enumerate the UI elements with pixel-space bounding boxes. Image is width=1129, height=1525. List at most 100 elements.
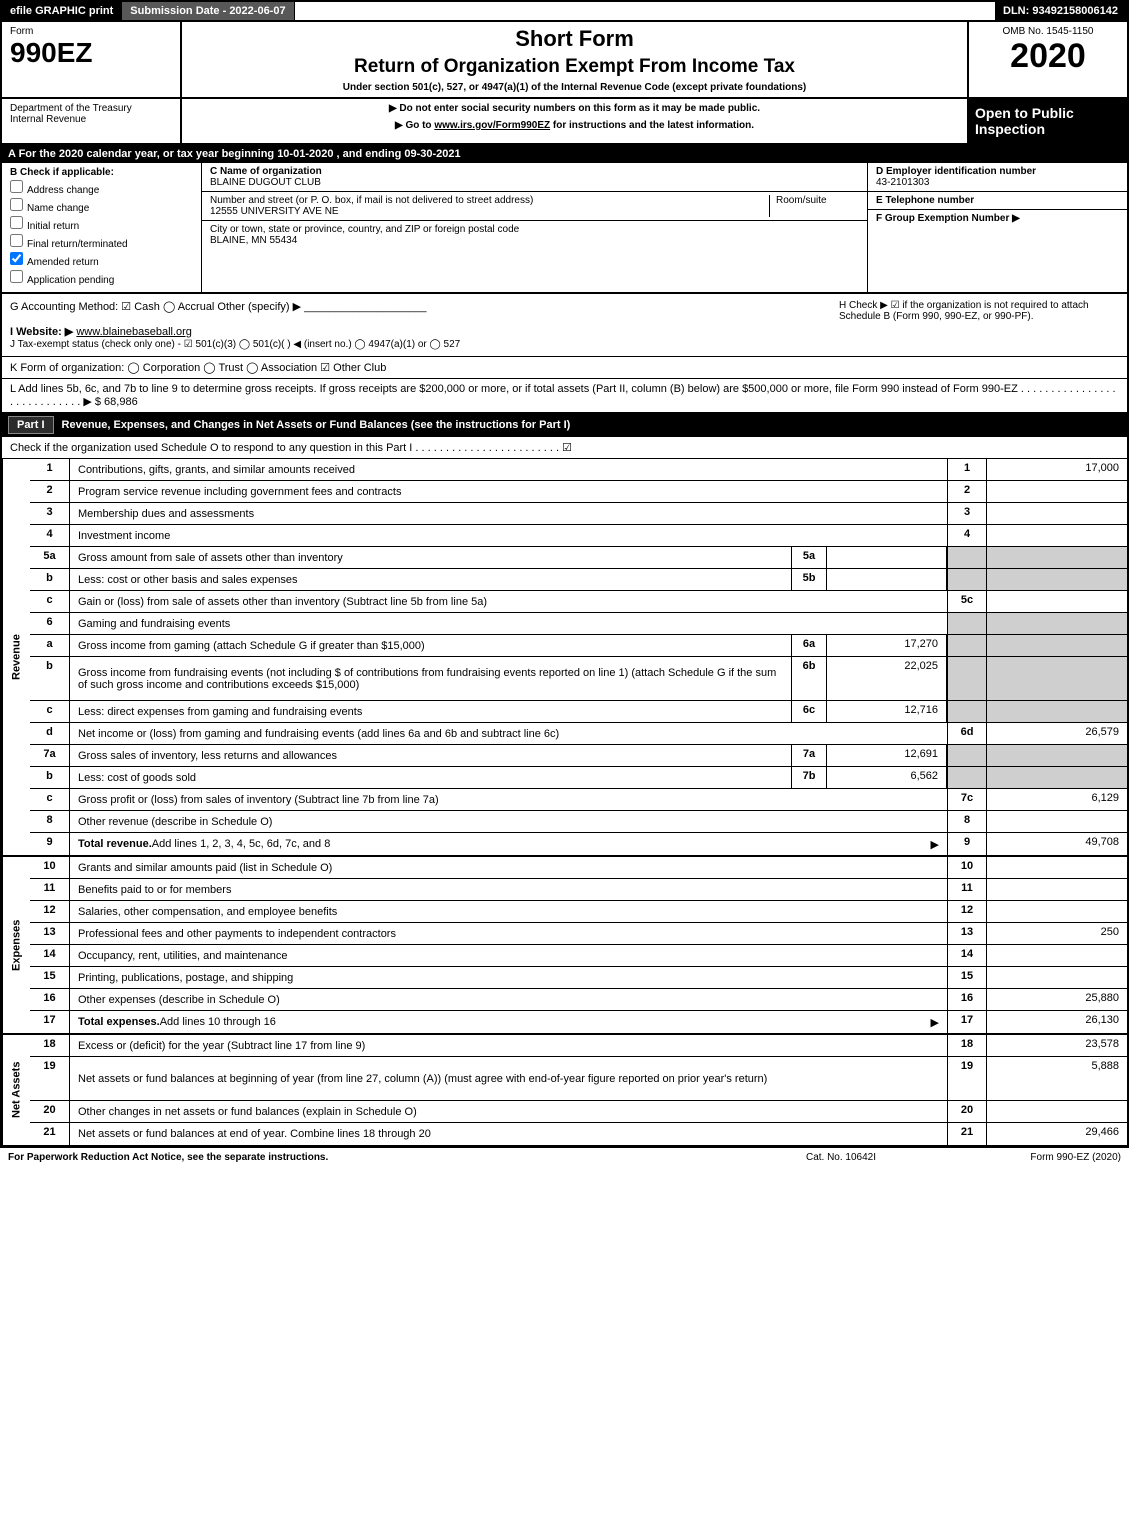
right-line-number: 16 [947,989,987,1010]
right-line-number: 15 [947,967,987,988]
sub-line-value: 12,691 [827,745,947,766]
table-row: dNet income or (loss) from gaming and fu… [30,723,1127,745]
room-label: Room/suite [776,195,827,206]
accounting-method: G Accounting Method: ☑ Cash ◯ Accrual Ot… [10,301,301,313]
line-description: Other changes in net assets or fund bala… [70,1101,947,1122]
box-h: H Check ▶ ☑ if the organization is not r… [839,300,1119,350]
line-description: Investment income [70,525,947,546]
right-line-number: 8 [947,811,987,832]
row-g-h: G Accounting Method: ☑ Cash ◯ Accrual Ot… [0,294,1129,357]
right-line-value [987,547,1127,568]
org-city: BLAINE, MN 55434 [210,235,297,246]
part1-title: Revenue, Expenses, and Changes in Net As… [62,419,571,431]
line-description: Gross income from gaming (attach Schedul… [70,635,791,656]
right-line-number: 7c [947,789,987,810]
table-row: 17Total expenses. Add lines 10 through 1… [30,1011,1127,1033]
table-row: cLess: direct expenses from gaming and f… [30,701,1127,723]
right-line-value: 23,578 [987,1035,1127,1056]
table-row: bGross income from fundraising events (n… [30,657,1127,701]
right-line-value: 6,129 [987,789,1127,810]
efile-print-button[interactable]: efile GRAPHIC print [2,2,122,20]
line-description: Grants and similar amounts paid (list in… [70,857,947,878]
website-label: I Website: ▶ [10,326,73,338]
sub-line-number: 5a [791,547,827,568]
form-header: Form 990EZ Short Form Return of Organiza… [0,22,1129,99]
right-line-value [987,811,1127,832]
right-line-value: 25,880 [987,989,1127,1010]
line-number: 2 [30,481,70,502]
part1-header: Part I Revenue, Expenses, and Changes in… [0,413,1129,437]
right-line-value: 29,466 [987,1123,1127,1145]
right-line-value: 26,130 [987,1011,1127,1033]
chk-address-change[interactable]: Address change [10,180,193,196]
website-link[interactable]: www.blainebaseball.org [76,326,192,338]
line-description: Program service revenue including govern… [70,481,947,502]
irs-link[interactable]: www.irs.gov/Form990EZ [434,120,550,131]
right-line-value [987,767,1127,788]
omb-no: OMB No. 1545-1150 [975,26,1121,37]
ein-value: 43-2101303 [876,177,929,188]
table-row: 5aGross amount from sale of assets other… [30,547,1127,569]
right-line-value [987,857,1127,878]
dept-treasury: Department of the Treasury [10,103,172,114]
right-line-number: 10 [947,857,987,878]
sub-line-number: 6a [791,635,827,656]
org-address: 12555 UNIVERSITY AVE NE [210,206,339,217]
table-row: 7aGross sales of inventory, less returns… [30,745,1127,767]
chk-application-pending[interactable]: Application pending [10,270,193,286]
table-row: 6Gaming and fundraising events [30,613,1127,635]
line-number: 7a [30,745,70,766]
name-label: C Name of organization [210,166,322,177]
table-row: cGross profit or (loss) from sales of in… [30,789,1127,811]
table-row: 14Occupancy, rent, utilities, and mainte… [30,945,1127,967]
right-line-number [947,657,987,700]
right-line-value [987,701,1127,722]
line-description: Printing, publications, postage, and shi… [70,967,947,988]
right-line-value: 26,579 [987,723,1127,744]
table-row: 12Salaries, other compensation, and empl… [30,901,1127,923]
chk-initial-return[interactable]: Initial return [10,216,193,232]
right-line-value [987,569,1127,590]
table-row: 20Other changes in net assets or fund ba… [30,1101,1127,1123]
chk-amended-return[interactable]: Amended return [10,252,193,268]
table-row: 11Benefits paid to or for members11 [30,879,1127,901]
right-line-number: 19 [947,1057,987,1100]
right-line-number: 3 [947,503,987,524]
line-description: Other revenue (describe in Schedule O) [70,811,947,832]
right-line-number [947,569,987,590]
goto-link-line: ▶ Go to www.irs.gov/Form990EZ for instru… [190,120,959,131]
right-line-number [947,701,987,722]
org-info-grid: B Check if applicable: Address change Na… [0,163,1129,294]
form-number: 990EZ [10,37,172,69]
line-number: 13 [30,923,70,944]
under-section: Under section 501(c), 527, or 4947(a)(1)… [190,82,959,93]
line-number: 15 [30,967,70,988]
chk-final-return[interactable]: Final return/terminated [10,234,193,250]
line-description: Total expenses. Add lines 10 through 16 … [70,1011,947,1033]
cat-no: Cat. No. 10642I [741,1152,941,1163]
part1-table: Revenue 1Contributions, gifts, grants, a… [0,459,1129,1147]
line-number: 10 [30,857,70,878]
right-line-value [987,945,1127,966]
line-description: Less: cost of goods sold [70,767,791,788]
group-exemption-label: F Group Exemption Number ▶ [876,213,1020,224]
addr-label: Number and street (or P. O. box, if mail… [210,195,533,206]
table-row: 15Printing, publications, postage, and s… [30,967,1127,989]
line-description: Occupancy, rent, utilities, and maintena… [70,945,947,966]
expenses-side-label: Expenses [2,857,30,1033]
right-line-value [987,901,1127,922]
table-row: 4Investment income4 [30,525,1127,547]
right-line-number: 18 [947,1035,987,1056]
box-b-head: B Check if applicable: [10,167,193,178]
right-line-number: 6d [947,723,987,744]
sub-line-number: 5b [791,569,827,590]
line-description: Gross sales of inventory, less returns a… [70,745,791,766]
box-b: B Check if applicable: Address change Na… [2,163,202,292]
top-header-bar: efile GRAPHIC print Submission Date - 20… [0,0,1129,22]
right-line-number: 9 [947,833,987,855]
table-row: 2Program service revenue including gover… [30,481,1127,503]
chk-name-change[interactable]: Name change [10,198,193,214]
ssn-warning: ▶ Do not enter social security numbers o… [190,103,959,114]
city-label: City or town, state or province, country… [210,224,519,235]
line-description: Gain or (loss) from sale of assets other… [70,591,947,612]
